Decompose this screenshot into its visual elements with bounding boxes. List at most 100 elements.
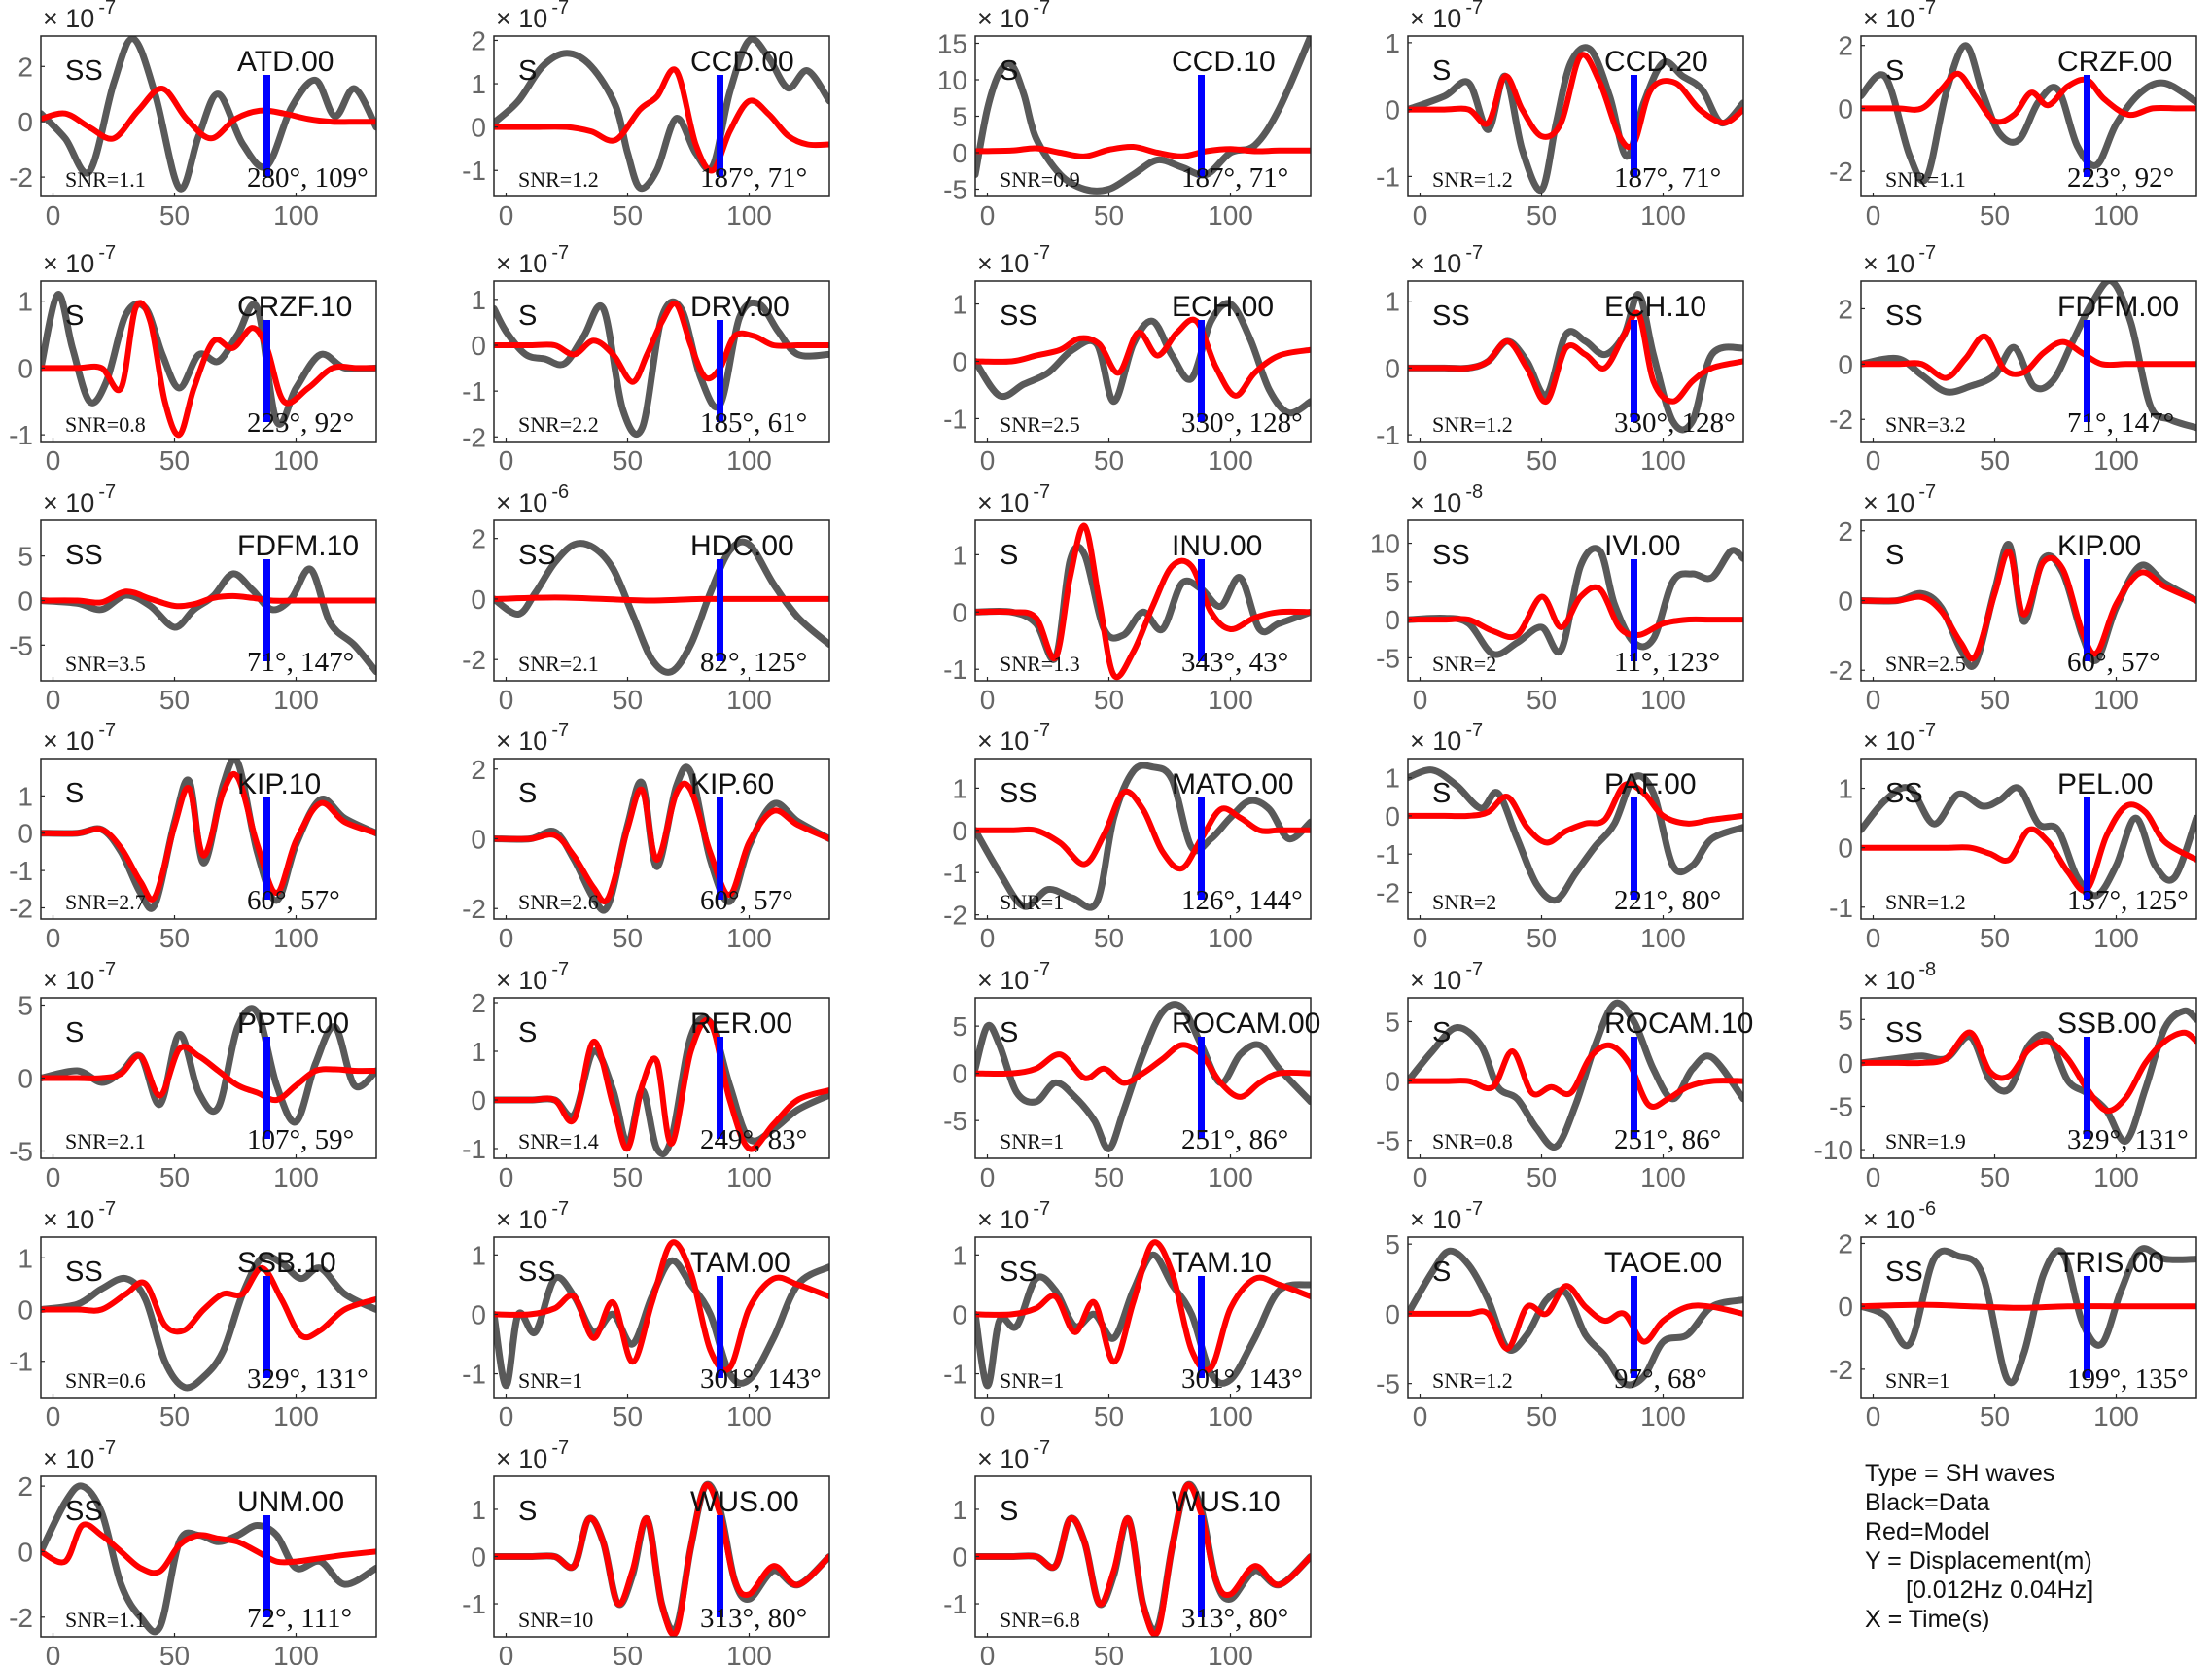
x-tick-label: 100 — [726, 200, 772, 230]
phase-label: SS — [518, 540, 556, 571]
azimuth-label: 223°, 92° — [2067, 162, 2174, 194]
panel-traces — [1861, 1007, 2196, 1145]
y-tick-label: -1 — [943, 1360, 967, 1390]
y-tick-label: 0 — [1838, 349, 1853, 379]
phase-label: SS — [518, 1257, 556, 1288]
phase-label: SS — [1000, 1257, 1037, 1288]
x-tick-label: 50 — [613, 1401, 643, 1432]
y-tick-label: 1 — [18, 1243, 33, 1273]
data-trace — [1861, 784, 2196, 900]
y-tick-label: 5 — [1838, 1005, 1853, 1035]
y-tick-label: 0 — [1385, 801, 1400, 832]
x-tick-label: 50 — [159, 685, 190, 715]
axis-exponent: × 10 -7 — [977, 481, 1050, 517]
station-label: ROCAM.10 — [1604, 1008, 1753, 1040]
panel-traces — [494, 298, 829, 438]
data-trace — [1408, 1247, 1743, 1389]
y-tick-label: 2 — [471, 524, 486, 554]
snr-label: SNR=0.9 — [1000, 167, 1080, 192]
x-tick-label: 0 — [980, 923, 996, 953]
azimuth-label: 71°, 147° — [2067, 407, 2174, 439]
panel-traces — [975, 1001, 1311, 1152]
snr-label: SNR=6.8 — [1000, 1608, 1080, 1632]
y-tick-label: -1 — [1376, 420, 1400, 450]
phase-label: S — [518, 55, 537, 87]
model-trace — [1861, 549, 2196, 662]
azimuth-label: 313°, 80° — [700, 1603, 807, 1634]
x-tick-label: 50 — [1527, 200, 1557, 230]
model-trace — [975, 1042, 1311, 1100]
model-trace — [1408, 781, 1743, 846]
azimuth-label: 71°, 147° — [247, 647, 354, 678]
station-label: INU.00 — [1172, 530, 1262, 562]
snr-label: SNR=1.1 — [65, 167, 146, 192]
panel-traces — [1408, 291, 1743, 434]
x-tick-label: 50 — [613, 685, 643, 715]
panel-unm-00: 0 50 100 -2 0 2 × 10 -7 SS UNM.00 SNR=1.1 72°, 111° — [9, 1437, 377, 1665]
panel-ivi-00: 0 50 100 -5 0 5 10 × 10 -8 SS IVI.00 SNR=2 11°, 123° — [1370, 481, 1744, 715]
model-trace — [1408, 309, 1743, 405]
axes-box — [974, 1236, 1312, 1399]
axes-box — [493, 519, 830, 682]
phase-label: S — [1000, 1017, 1018, 1048]
phase-label: SS — [1885, 1017, 1923, 1048]
x-tick-label: 0 — [980, 1162, 996, 1192]
x-tick-label: 0 — [1413, 923, 1428, 953]
model-trace — [975, 1481, 1311, 1637]
panel-traces — [41, 291, 376, 439]
y-tick-label: -2 — [1829, 655, 1853, 686]
station-label: FDFM.10 — [237, 530, 359, 562]
x-tick-label: 50 — [1980, 1401, 2010, 1432]
axis-exponent: × 10 -7 — [43, 0, 116, 33]
panel-kip-10: 0 50 100 -2 -1 0 1 × 10 -7 S KIP.10 SNR=2.7 60°, 57° — [9, 720, 377, 953]
y-tick-label: 5 — [952, 102, 967, 132]
legend-x: X = Time(s) — [1865, 1606, 1990, 1633]
axes-box — [1407, 280, 1744, 443]
snr-label: SNR=1.2 — [518, 167, 599, 192]
y-tick-label: 0 — [18, 1537, 33, 1567]
x-tick-label: 100 — [1640, 200, 1686, 230]
axis-exponent: × 10 -6 — [496, 481, 569, 517]
x-tick-label: 50 — [1527, 923, 1557, 953]
y-tick-label: 1 — [18, 287, 33, 317]
y-tick-label: -2 — [462, 422, 486, 452]
axis-exponent: × 10 -7 — [977, 959, 1050, 995]
phase-label: S — [518, 301, 537, 332]
x-tick-label: 50 — [1094, 685, 1124, 715]
snr-label: SNR=1.1 — [65, 1608, 146, 1632]
y-tick-label: 10 — [937, 65, 967, 95]
legend-red: Red=Model — [1865, 1518, 1990, 1545]
panel-traces — [494, 763, 829, 914]
azimuth-label: 251°, 86° — [1181, 1124, 1288, 1155]
x-tick-label: 50 — [1094, 1401, 1124, 1432]
y-tick-label: -2 — [9, 1603, 33, 1633]
y-tick-label: -1 — [462, 376, 486, 407]
data-trace — [494, 538, 829, 676]
x-tick-label: 50 — [613, 923, 643, 953]
panel-traces — [41, 759, 376, 912]
x-tick-label: 0 — [980, 1401, 996, 1432]
phase-label: SS — [1885, 778, 1923, 809]
x-tick-label: 0 — [980, 200, 996, 230]
x-tick-label: 0 — [46, 685, 61, 715]
phase-label: SS — [1885, 1257, 1923, 1288]
y-tick-label: 0 — [18, 586, 33, 617]
x-tick-label: 50 — [159, 445, 190, 476]
legend-band: [0.012Hz 0.04Hz] — [1906, 1576, 2094, 1604]
snr-label: SNR=0.6 — [65, 1368, 146, 1393]
panel-tris-00: 0 50 100 -2 0 2 × 10 -6 SS TRIS.00 SNR=1 199°, 135° — [1829, 1198, 2197, 1432]
station-label: ECH.00 — [1172, 291, 1274, 323]
y-tick-label: 0 — [952, 1299, 967, 1329]
axis-exponent: × 10 -7 — [1863, 242, 1936, 278]
snr-label: SNR=1.2 — [1885, 890, 1966, 914]
x-tick-label: 100 — [1208, 200, 1253, 230]
x-tick-label: 0 — [1866, 685, 1881, 715]
y-tick-label: -2 — [943, 901, 967, 931]
panel-traces — [1408, 766, 1743, 904]
y-tick-label: 1 — [952, 1495, 967, 1525]
x-tick-label: 50 — [159, 923, 190, 953]
panel-tam-00: 0 50 100 -1 0 1 × 10 -7 SS TAM.00 SNR=1 301°, 143° — [462, 1198, 830, 1432]
y-tick-label: 0 — [471, 585, 486, 615]
y-tick-label: -1 — [9, 1347, 33, 1377]
